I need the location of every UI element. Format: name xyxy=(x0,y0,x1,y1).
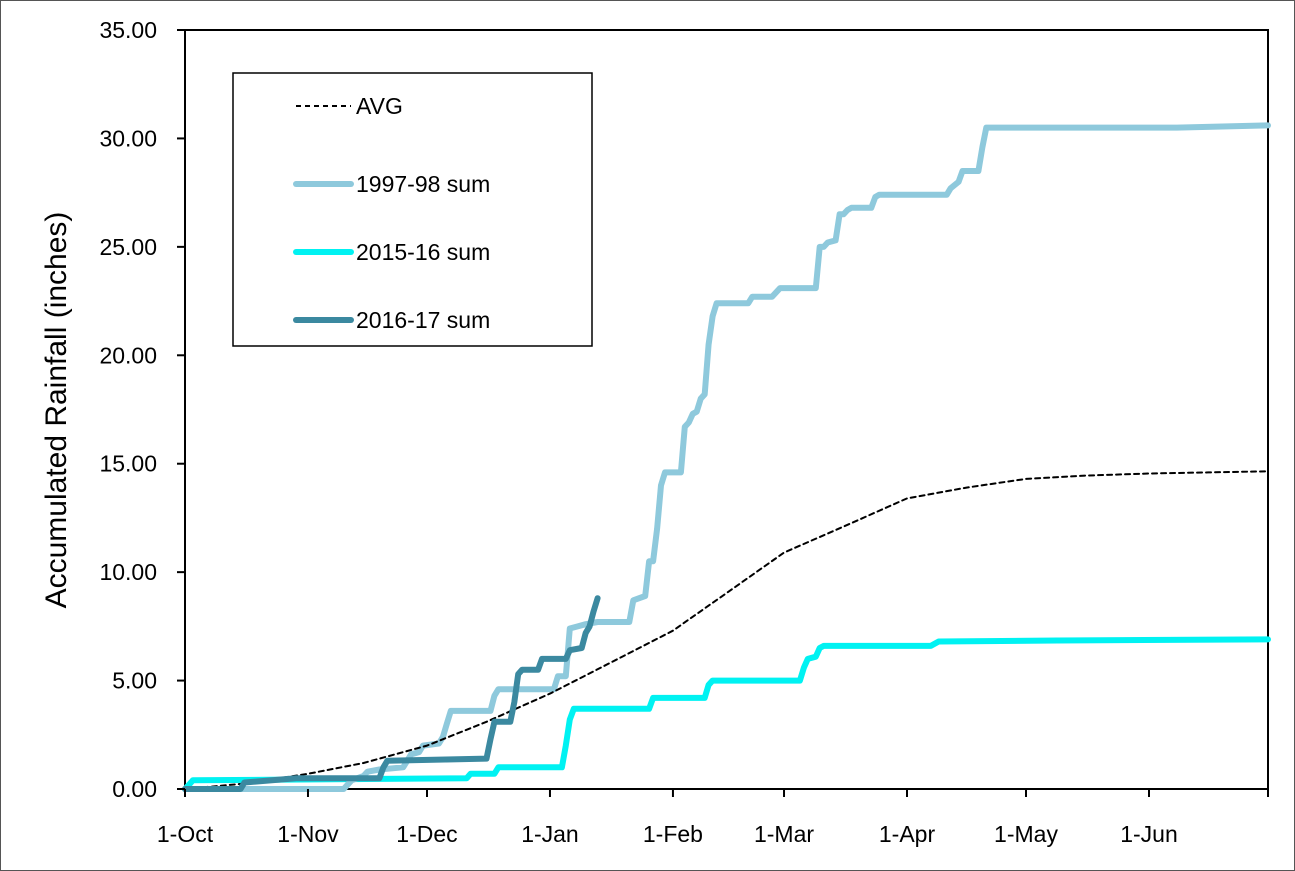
plot-area xyxy=(184,29,1269,790)
x-tick-label: 1-Nov xyxy=(277,821,339,847)
x-tick-label: 1-Feb xyxy=(643,821,703,847)
y-tick-label: 30.00 xyxy=(99,125,157,151)
legend-label: 1997-98 sum xyxy=(356,171,490,197)
legend-box xyxy=(232,72,593,347)
series-line-2015-16-sum xyxy=(182,636,1271,792)
series-line-2016-17-sum xyxy=(182,595,601,792)
series-line-avg xyxy=(184,470,1269,790)
plot-border xyxy=(184,29,1269,790)
x-axis-ticks: 1-Oct 1-Nov 1-Dec 1-Jan 1-Feb 1-Mar 1-Apr 1-May… xyxy=(157,789,1269,847)
y-axis-ticks: 0.00 5.00 10.00 15.00 20.00 25.00 30.00 35.00 xyxy=(99,17,185,802)
x-tick-label: 1-Jun xyxy=(1120,821,1178,847)
x-tick-label: 1-May xyxy=(994,821,1058,847)
legend-label: 2016-17 sum xyxy=(356,307,490,333)
x-tick-label: 1-Mar xyxy=(754,821,814,847)
y-tick-label: 20.00 xyxy=(99,342,157,368)
y-tick-label: 35.00 xyxy=(99,17,157,43)
legend-label: 2015-16 sum xyxy=(356,239,490,265)
legend: AVG 1997-98 sum 2015-16 sum 2016-17 sum xyxy=(232,72,593,347)
y-tick-label: 15.00 xyxy=(99,451,157,477)
y-tick-label: 5.00 xyxy=(112,668,157,694)
x-tick-label: 1-Jan xyxy=(521,821,579,847)
x-tick-label: 1-Oct xyxy=(157,821,214,847)
x-tick-label: 1-Dec xyxy=(396,821,457,847)
y-tick-label: 10.00 xyxy=(99,559,157,585)
y-tick-label: 25.00 xyxy=(99,234,157,260)
x-tick-label: 1-Apr xyxy=(879,821,936,847)
legend-label: AVG xyxy=(356,93,403,119)
series-group xyxy=(182,122,1271,792)
y-tick-label: 0.00 xyxy=(112,776,157,802)
y-axis-title: Accumulated Rainfall (inches) xyxy=(40,212,73,609)
